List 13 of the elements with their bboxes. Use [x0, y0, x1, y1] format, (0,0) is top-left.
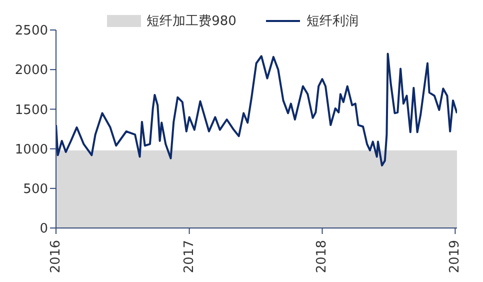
- legend-label: 短纤加工费980: [146, 13, 236, 30]
- y-tick-label: 0: [40, 222, 48, 237]
- line-series: [56, 52, 457, 166]
- y-tick-label: 2500: [14, 24, 48, 39]
- x-tick-label: 2019: [448, 240, 463, 274]
- x-tick-label: 2016: [48, 240, 64, 274]
- y-tick-label: 2000: [14, 63, 48, 78]
- x-tick-label: 2018: [314, 240, 330, 274]
- y-tick-label: 500: [23, 182, 48, 198]
- y-tick-label: 1000: [14, 142, 48, 158]
- x-tick-label: 2017: [182, 240, 197, 274]
- legend-label: 短纤利润: [306, 13, 358, 30]
- y-tick-label: 1500: [14, 102, 48, 118]
